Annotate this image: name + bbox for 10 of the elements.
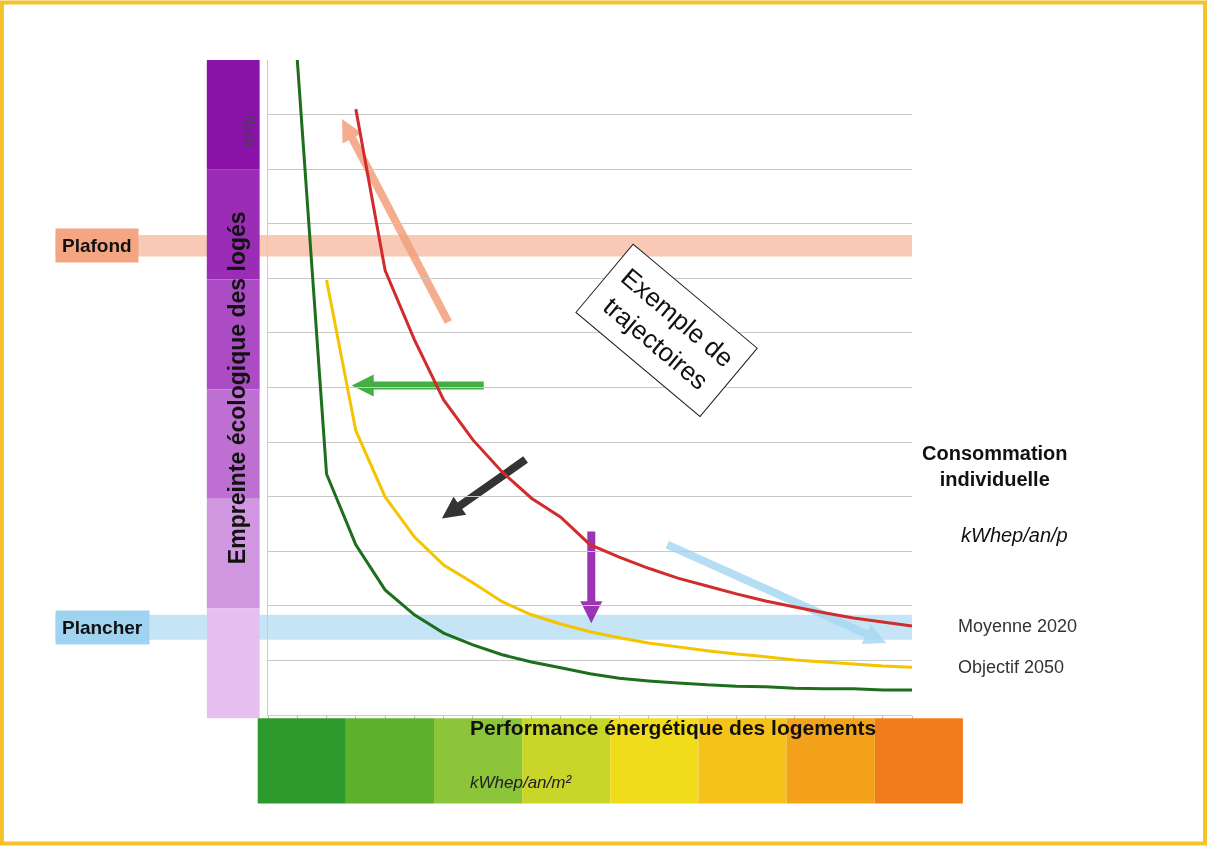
text: Objectif 2050 bbox=[958, 657, 1065, 677]
text: kWhep/an/m² bbox=[470, 773, 573, 792]
text: kWhep/an/p bbox=[961, 524, 1068, 546]
text: m²/p bbox=[239, 114, 257, 147]
y-axis-title: Empreinte écologique des logés bbox=[224, 211, 251, 565]
text: Consommation individuelle bbox=[922, 442, 1068, 490]
text: Moyenne 2020 bbox=[958, 616, 1078, 636]
band-label: Plafond bbox=[62, 235, 132, 256]
band-label: Plancher bbox=[62, 617, 143, 638]
x-axis-title: Performance énergétique des logements bbox=[470, 716, 877, 739]
